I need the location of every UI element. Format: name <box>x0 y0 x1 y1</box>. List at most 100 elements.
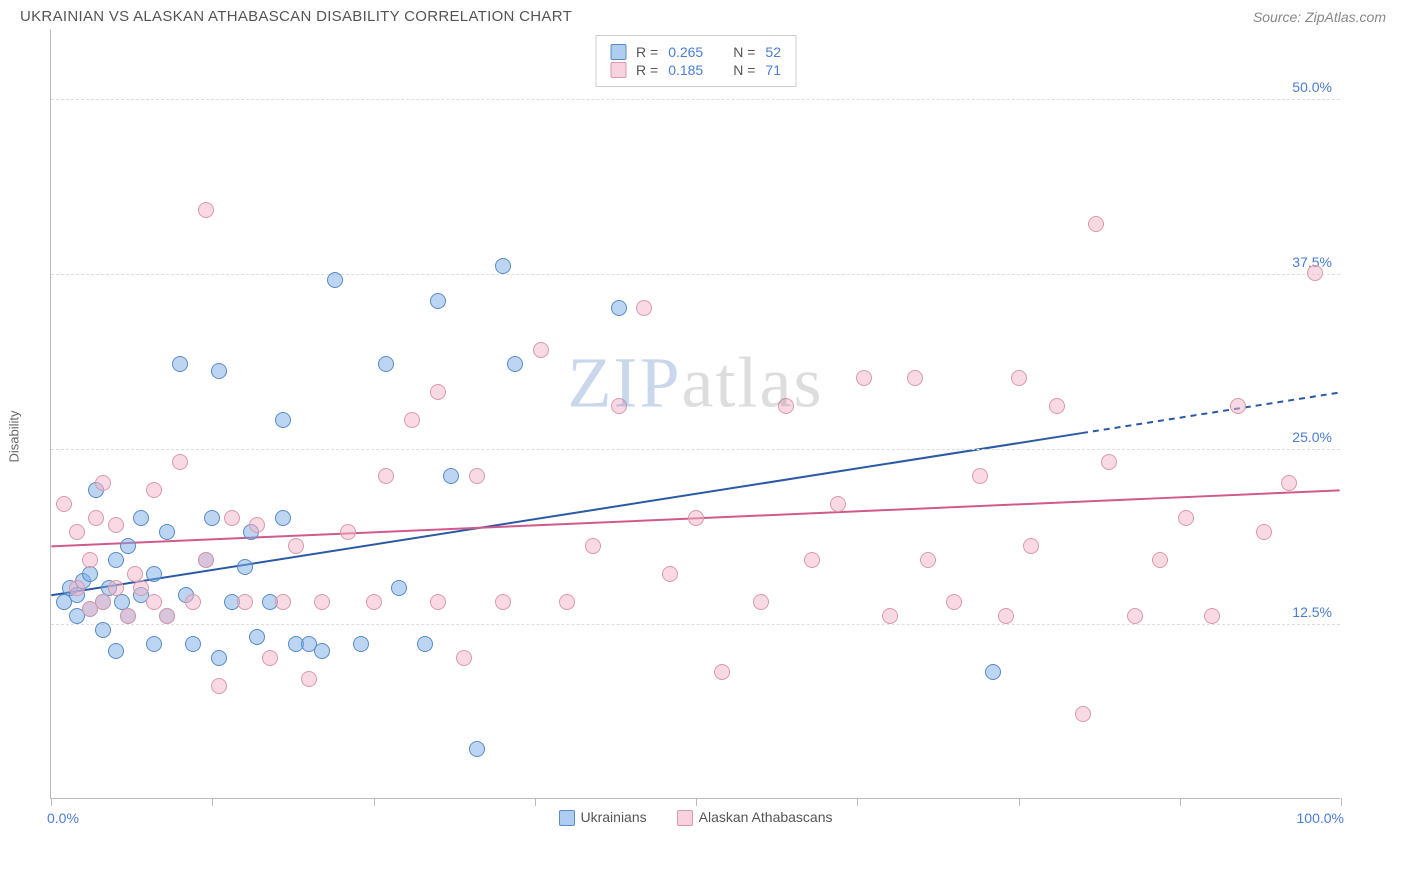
data-point <box>495 258 511 274</box>
data-point <box>146 594 162 610</box>
data-point <box>1023 538 1039 554</box>
x-tick <box>1019 798 1020 806</box>
chart-container: Disability ZIPatlas R = 0.265 N = 52 R =… <box>50 29 1386 829</box>
data-point <box>224 510 240 526</box>
data-point <box>662 566 678 582</box>
n-value: 71 <box>765 62 781 78</box>
gridline <box>51 449 1340 450</box>
data-point <box>108 552 124 568</box>
data-point <box>753 594 769 610</box>
data-point <box>108 643 124 659</box>
plot-area: ZIPatlas R = 0.265 N = 52 R = 0.185 N = … <box>50 29 1340 799</box>
x-tick <box>1180 798 1181 806</box>
data-point <box>95 475 111 491</box>
data-point <box>275 594 291 610</box>
data-point <box>882 608 898 624</box>
watermark-atlas: atlas <box>682 342 824 422</box>
data-point <box>1281 475 1297 491</box>
data-point <box>856 370 872 386</box>
data-point <box>714 664 730 680</box>
data-point <box>559 594 575 610</box>
data-point <box>430 594 446 610</box>
data-point <box>69 524 85 540</box>
data-point <box>340 524 356 540</box>
data-point <box>159 524 175 540</box>
data-point <box>314 643 330 659</box>
legend-label: Ukrainians <box>580 809 646 825</box>
data-point <box>198 552 214 568</box>
data-point <box>314 594 330 610</box>
data-point <box>378 468 394 484</box>
data-point <box>146 482 162 498</box>
legend-stats: R = 0.265 N = 52 R = 0.185 N = 71 <box>595 35 796 87</box>
data-point <box>985 664 1001 680</box>
data-point <box>469 468 485 484</box>
data-point <box>275 510 291 526</box>
r-value: 0.185 <box>668 62 703 78</box>
legend-item-athabascans: Alaskan Athabascans <box>677 809 833 826</box>
x-tick <box>374 798 375 806</box>
data-point <box>998 608 1014 624</box>
n-label: N = <box>733 62 755 78</box>
data-point <box>146 566 162 582</box>
x-tick <box>535 798 536 806</box>
data-point <box>275 412 291 428</box>
legend-item-ukrainians: Ukrainians <box>558 809 646 826</box>
data-point <box>69 580 85 596</box>
data-point <box>611 300 627 316</box>
data-point <box>417 636 433 652</box>
data-point <box>108 580 124 596</box>
data-point <box>288 538 304 554</box>
data-point <box>211 363 227 379</box>
data-point <box>443 468 459 484</box>
data-point <box>237 594 253 610</box>
data-point <box>495 594 511 610</box>
data-point <box>133 510 149 526</box>
data-point <box>172 454 188 470</box>
data-point <box>301 671 317 687</box>
source-attribution: Source: ZipAtlas.com <box>1253 9 1386 25</box>
data-point <box>830 496 846 512</box>
data-point <box>972 468 988 484</box>
data-point <box>237 559 253 575</box>
trend-lines <box>51 29 1340 798</box>
r-value: 0.265 <box>668 44 703 60</box>
data-point <box>1178 510 1194 526</box>
x-tick <box>696 798 697 806</box>
n-value: 52 <box>765 44 781 60</box>
data-point <box>430 384 446 400</box>
data-point <box>1307 265 1323 281</box>
data-point <box>133 580 149 596</box>
data-point <box>391 580 407 596</box>
data-point <box>533 342 549 358</box>
legend-row-pink: R = 0.185 N = 71 <box>610 62 781 78</box>
swatch-pink-icon <box>677 810 693 826</box>
data-point <box>946 594 962 610</box>
data-point <box>82 566 98 582</box>
swatch-blue-icon <box>558 810 574 826</box>
data-point <box>172 356 188 372</box>
data-point <box>211 650 227 666</box>
r-label: R = <box>636 44 658 60</box>
data-point <box>1256 524 1272 540</box>
data-point <box>185 594 201 610</box>
data-point <box>366 594 382 610</box>
y-tick-label: 50.0% <box>1292 79 1332 95</box>
data-point <box>585 538 601 554</box>
data-point <box>159 608 175 624</box>
legend-row-blue: R = 0.265 N = 52 <box>610 44 781 60</box>
data-point <box>108 517 124 533</box>
data-point <box>920 552 936 568</box>
data-point <box>1230 398 1246 414</box>
swatch-pink-icon <box>610 62 626 78</box>
y-tick-label: 12.5% <box>1292 604 1332 620</box>
data-point <box>88 510 104 526</box>
r-label: R = <box>636 62 658 78</box>
data-point <box>211 678 227 694</box>
chart-title: UKRAINIAN VS ALASKAN ATHABASCAN DISABILI… <box>20 8 572 25</box>
data-point <box>1049 398 1065 414</box>
data-point <box>636 300 652 316</box>
y-axis-label: Disability <box>7 410 22 462</box>
data-point <box>1075 706 1091 722</box>
data-point <box>146 636 162 652</box>
